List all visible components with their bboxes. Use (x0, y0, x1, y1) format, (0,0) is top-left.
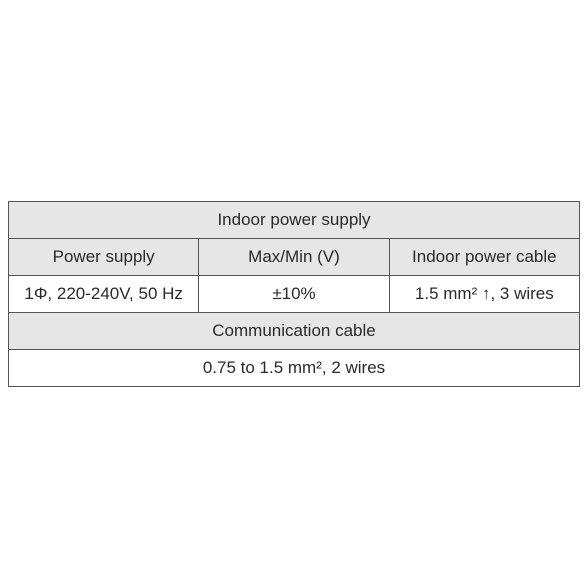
table-cell: Indoor power supply (9, 202, 580, 239)
table-cell: Indoor power cable (389, 239, 579, 276)
table-cell: Max/Min (V) (199, 239, 389, 276)
spec-table: Indoor power supplyPower supplyMax/Min (… (8, 201, 580, 387)
table-cell: Power supply (9, 239, 199, 276)
table-cell: 0.75 to 1.5 mm², 2 wires (9, 350, 580, 387)
table-row: Power supplyMax/Min (V)Indoor power cabl… (9, 239, 580, 276)
table-cell: 1Φ, 220-240V, 50 Hz (9, 276, 199, 313)
table-cell: Communication cable (9, 313, 580, 350)
spec-table-container: Indoor power supplyPower supplyMax/Min (… (8, 201, 580, 387)
table-cell: ±10% (199, 276, 389, 313)
table-row: Indoor power supply (9, 202, 580, 239)
table-row: 1Φ, 220-240V, 50 Hz±10%1.5 mm² ↑, 3 wire… (9, 276, 580, 313)
table-row: Communication cable (9, 313, 580, 350)
table-cell: 1.5 mm² ↑, 3 wires (389, 276, 579, 313)
table-row: 0.75 to 1.5 mm², 2 wires (9, 350, 580, 387)
